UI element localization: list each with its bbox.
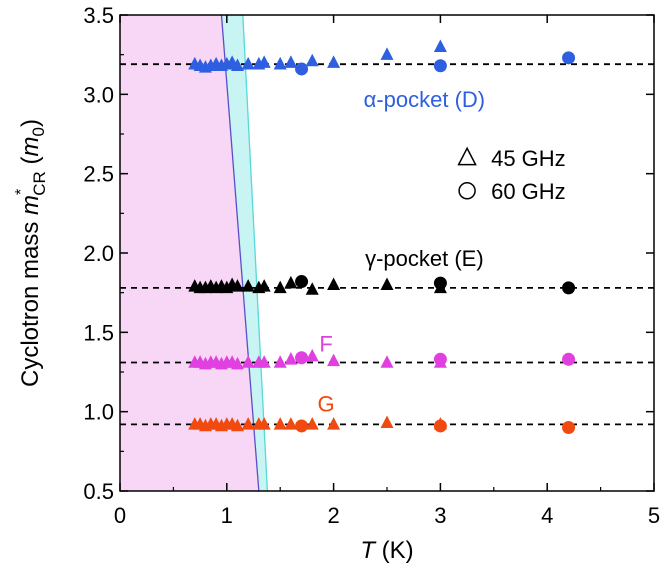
legend-label-0: 45 GHz	[491, 146, 566, 171]
alpha-pocket-label: α-pocket (D)	[364, 87, 486, 112]
gamma-pocket-label: γ-pocket (E)	[365, 246, 484, 271]
point-gamma-45-ghz-11	[257, 279, 271, 292]
pink-region	[120, 15, 259, 491]
point-g-45-ghz-8	[230, 418, 244, 432]
point-gamma-45-ghz-9	[241, 279, 255, 292]
point-f-60-ghz-1	[433, 352, 447, 366]
point-gamma-60-ghz-0	[295, 275, 309, 289]
y-tick-label-5: 3.0	[83, 82, 114, 107]
legend-circle-marker	[458, 182, 476, 200]
point-g-45-ghz-9	[241, 417, 255, 430]
point-alpha-45-ghz-9	[241, 56, 255, 70]
cyan-band	[221, 15, 268, 491]
point-alpha-60-ghz-0	[295, 62, 309, 76]
legend-triangle-marker	[457, 146, 477, 166]
point-f-45-ghz-15	[327, 353, 341, 367]
point-gamma-45-ghz-13	[284, 275, 298, 289]
legend: 45 GHz 60 GHz	[457, 146, 566, 204]
y-axis-title: Cyclotron mass m*CR (m0)	[13, 119, 49, 387]
point-alpha-45-ghz-16	[380, 47, 394, 60]
point-g-60-ghz-2	[562, 421, 576, 435]
x-tick-label-1: 1	[221, 503, 233, 528]
point-alpha-45-ghz-8	[230, 58, 244, 72]
point-alpha-60-ghz-2	[562, 51, 576, 65]
point-gamma-45-ghz-16	[380, 277, 394, 290]
point-f-45-ghz-9	[241, 355, 255, 368]
point-g-45-ghz-16	[380, 415, 394, 429]
point-g-45-ghz-14	[305, 417, 319, 430]
x-tick-label-3: 3	[434, 503, 446, 528]
y-tick-label-1: 1.0	[83, 400, 114, 425]
point-f-45-ghz-12	[273, 355, 287, 368]
y-axis-title-unit-close: )	[17, 119, 44, 127]
y-tick-label-2: 1.5	[83, 320, 114, 345]
y-tick-label-4: 2.5	[83, 162, 114, 187]
point-f-45-ghz-13	[284, 352, 298, 365]
y-axis-title-unit-open: (	[17, 156, 44, 171]
boundary-lines	[220, 15, 269, 491]
y-tick-label-6: 3.5	[83, 3, 114, 28]
point-alpha-45-ghz-17	[433, 39, 447, 52]
cyan-boundary-line	[242, 15, 269, 491]
x-axis-title: T (K)	[360, 537, 413, 564]
point-g-45-ghz-15	[327, 417, 341, 430]
y-axis-title-var: m	[17, 195, 44, 215]
x-tick-label-2: 2	[327, 503, 339, 528]
point-g-60-ghz-0	[295, 419, 309, 433]
x-tick-label-0: 0	[114, 503, 126, 528]
point-f-45-ghz-16	[380, 355, 394, 368]
point-alpha-45-ghz-11	[257, 55, 271, 68]
point-gamma-45-ghz-8	[230, 279, 244, 292]
point-f-60-ghz-2	[562, 352, 576, 366]
y-tick-label-3: 2.0	[83, 241, 114, 266]
x-axis-title-unit: (K)	[375, 537, 414, 564]
y-axis-title-sup: *	[13, 189, 30, 195]
data-points	[188, 39, 576, 435]
y-axis-title-unit-var: m	[17, 136, 44, 156]
point-alpha-60-ghz-1	[433, 59, 447, 73]
point-gamma-45-ghz-6	[220, 280, 234, 294]
f-label: F	[319, 331, 332, 356]
y-axis-title-sub: CR	[30, 171, 49, 196]
point-gamma-45-ghz-15	[327, 277, 341, 290]
point-g-60-ghz-1	[433, 419, 447, 433]
point-alpha-45-ghz-13	[284, 55, 298, 68]
point-alpha-45-ghz-14	[305, 53, 319, 67]
point-gamma-45-ghz-12	[273, 280, 287, 294]
annotations: α-pocket (D) γ-pocket (E) F G	[318, 87, 486, 417]
point-f-60-ghz-0	[295, 351, 309, 365]
y-axis-title-base: Cyclotron mass	[17, 215, 44, 387]
x-axis-title-var: T	[360, 537, 377, 564]
legend-label-1: 60 GHz	[491, 179, 566, 204]
point-gamma-45-ghz-14	[305, 282, 319, 295]
point-gamma-60-ghz-1	[433, 276, 447, 290]
axis-ticks: 0 1 2 3 4 5 0.5 1.0 1.5 2.0 2.5 3.0 3.5	[83, 3, 660, 528]
point-gamma-60-ghz-2	[562, 281, 576, 295]
point-alpha-45-ghz-15	[327, 55, 341, 68]
point-alpha-45-ghz-12	[273, 56, 287, 70]
point-g-45-ghz-11	[257, 417, 271, 430]
blue-boundary-line	[220, 15, 260, 491]
g-label: G	[318, 392, 335, 417]
y-axis-title-unit-sub: 0	[29, 127, 48, 136]
x-tick-label-4: 4	[541, 503, 553, 528]
point-g-45-ghz-13	[284, 417, 298, 430]
point-f-45-ghz-8	[230, 356, 244, 370]
x-tick-label-5: 5	[648, 503, 660, 528]
point-f-45-ghz-11	[257, 355, 271, 368]
y-tick-label-0: 0.5	[83, 479, 114, 504]
point-g-45-ghz-12	[273, 417, 287, 430]
point-f-45-ghz-14	[305, 348, 319, 362]
shaded-regions	[120, 15, 268, 491]
